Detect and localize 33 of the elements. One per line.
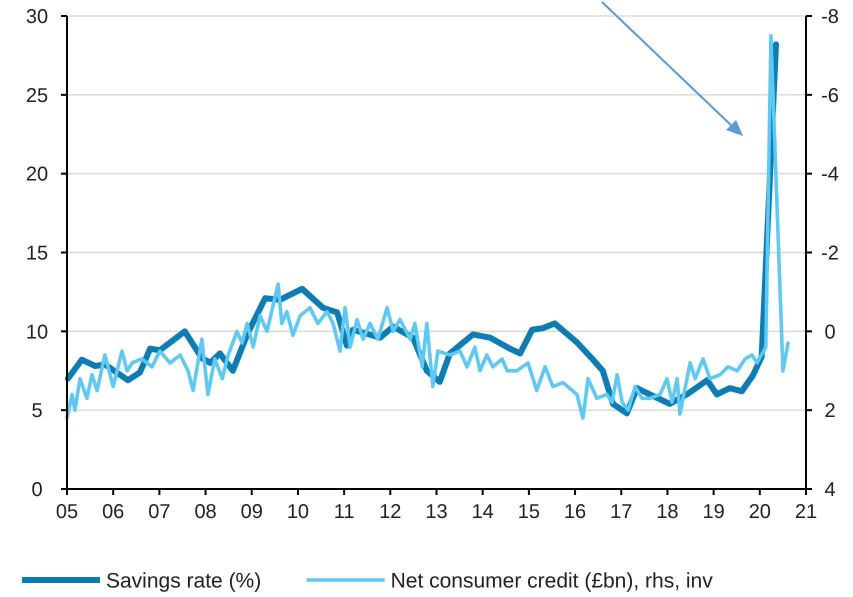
y-tick-label: 25 [26, 84, 48, 107]
y2-tick-label: 0 [824, 321, 836, 344]
x-tick-label: 15 [518, 501, 540, 523]
x-tick-label: 07 [148, 501, 170, 523]
legend-label: Net consumer credit (£bn), rhs, inv [390, 569, 714, 592]
y-tick-label: 10 [26, 321, 48, 344]
x-tick-label: 12 [379, 501, 402, 523]
y-tick-label: 30 [26, 6, 48, 28]
y2-tick-label: -2 [821, 242, 839, 264]
x-tick-label: 08 [194, 501, 217, 523]
x-tick-label: 06 [102, 501, 124, 523]
y-tick-label: 15 [26, 242, 48, 264]
x-tick-label: 16 [564, 501, 586, 523]
x-tick-label: 11 [334, 501, 355, 523]
x-tick-label: 21 [794, 501, 818, 523]
y2-tick-label: 4 [824, 479, 836, 501]
x-tick-label: 19 [702, 501, 725, 523]
y2-tick-label: -4 [821, 164, 839, 186]
x-tick-label: 17 [610, 501, 632, 523]
y-tick-label: 5 [31, 400, 43, 422]
y-tick-label: 20 [26, 164, 48, 186]
y2-tick-label: -8 [821, 6, 839, 28]
y2-tick-label: -6 [821, 84, 839, 107]
y-tick-label: 0 [31, 479, 43, 501]
x-tick-label: 09 [240, 501, 263, 523]
legend-label: Savings rate (%) [106, 569, 262, 592]
x-tick-label: 13 [425, 501, 448, 523]
x-tick-label: 14 [472, 501, 494, 523]
x-tick-label: 10 [286, 501, 310, 523]
x-tick-label: 20 [748, 501, 771, 523]
y2-tick-label: 2 [824, 400, 836, 422]
x-tick-label: 18 [656, 501, 679, 523]
x-tick-label: 05 [56, 501, 78, 523]
